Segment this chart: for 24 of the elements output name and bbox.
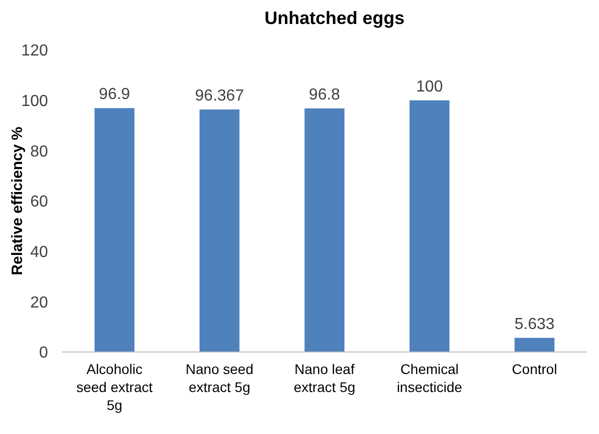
y-tick-label: 80 <box>30 143 48 160</box>
y-tick-label: 40 <box>30 244 48 261</box>
bar <box>200 109 240 352</box>
data-label: 5.633 <box>514 316 555 333</box>
x-tick-label: Alcoholic seed extract 5g <box>76 361 153 413</box>
bar <box>304 108 344 352</box>
data-label: 96.9 <box>98 86 130 104</box>
y-tick-label: 0 <box>39 344 48 362</box>
x-tick-label: Nano leaf extract 5g <box>294 361 356 395</box>
x-tick-label: Chemical insecticide <box>396 361 462 395</box>
y-tick-label: 120 <box>21 42 48 60</box>
y-tick-label: 100 <box>21 92 48 110</box>
bar <box>94 108 134 352</box>
bar <box>410 100 450 352</box>
bar <box>514 338 554 352</box>
y-tick-label: 60 <box>30 194 48 211</box>
data-label: 100 <box>416 78 443 96</box>
data-label: 96.367 <box>195 87 244 104</box>
data-label: 96.8 <box>308 86 340 104</box>
chart-title: Unhatched eggs <box>264 8 405 28</box>
x-tick-label: Nano seed extract 5g <box>186 361 254 395</box>
y-axis-title: Relative efficiency % <box>9 126 26 276</box>
y-tick-label: 20 <box>30 294 48 312</box>
x-tick-label: Control <box>512 361 558 377</box>
